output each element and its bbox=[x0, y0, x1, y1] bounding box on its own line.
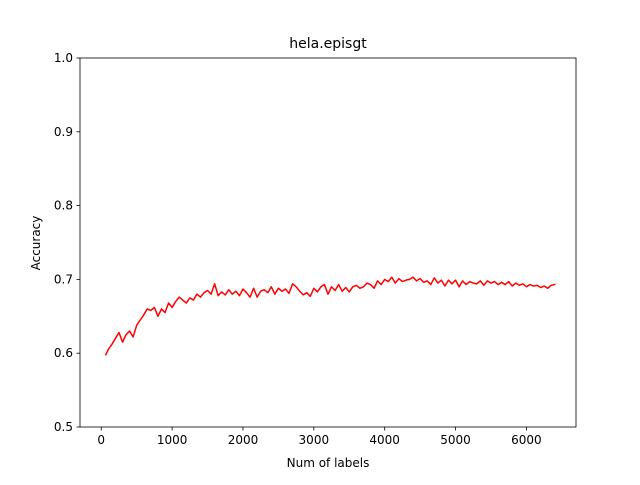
x-tick-label: 2000 bbox=[228, 433, 259, 447]
x-axis-label: Num of labels bbox=[287, 456, 370, 470]
y-tick-label: 0.8 bbox=[54, 199, 73, 213]
y-tick-label: 0.6 bbox=[54, 346, 73, 360]
x-tick-label: 3000 bbox=[299, 433, 330, 447]
y-tick-label: 0.5 bbox=[54, 420, 73, 434]
chart-title: hela.episgt bbox=[289, 36, 367, 52]
x-tick-label: 5000 bbox=[440, 433, 471, 447]
plot-area: 0 1000 2000 3000 4000 5000 6000 0.5 0.6 0.7 0.8 0.9… bbox=[54, 51, 577, 447]
y-axis-label: Accuracy bbox=[29, 216, 43, 271]
x-tick-label: 4000 bbox=[369, 433, 400, 447]
series-line-0 bbox=[104, 276, 556, 356]
y-tick-label: 0.7 bbox=[54, 272, 73, 286]
y-tick-label: 0.9 bbox=[54, 125, 73, 139]
y-tick-label: 1.0 bbox=[54, 51, 73, 65]
x-tick-label: 1000 bbox=[157, 433, 188, 447]
axes-frame bbox=[79, 57, 577, 428]
x-tick-label: 0 bbox=[97, 433, 105, 447]
x-tick-label: 6000 bbox=[511, 433, 542, 447]
